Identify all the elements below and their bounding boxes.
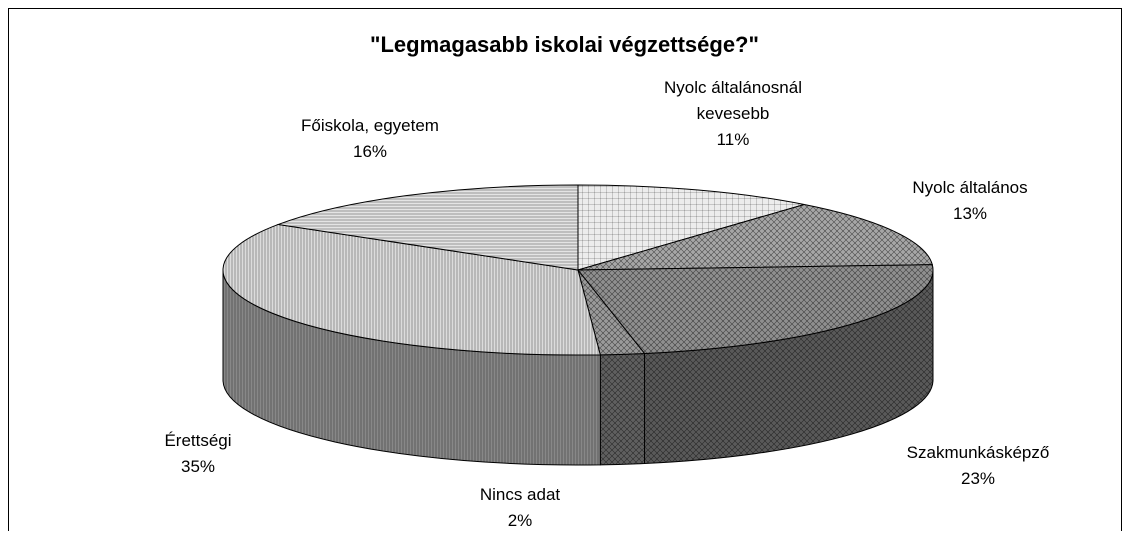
data-label: Érettségi 35% <box>118 428 278 480</box>
pie-slice <box>576 264 934 355</box>
label-name: Nyolc általánosnál kevesebb <box>664 78 802 123</box>
data-label: Nyolc általánosnál kevesebb 11% <box>633 75 833 153</box>
data-label: Szakmunkásképző 23% <box>868 440 1088 492</box>
label-value: 2% <box>507 511 533 530</box>
label-value: 16% <box>352 142 388 161</box>
data-label: Főiskola, egyetem 16% <box>260 113 480 165</box>
chart-title: "Legmagasabb iskolai végzettsége?" <box>370 32 759 57</box>
label-value: 11% <box>716 130 750 149</box>
data-label: Nyolc általános 13% <box>870 175 1070 227</box>
pie-slice <box>276 184 579 271</box>
label-value: 23% <box>960 469 996 488</box>
label-value: 35% <box>180 457 216 476</box>
label-name: Nyolc általános <box>912 178 1028 197</box>
pie-slice <box>577 203 933 271</box>
pie-side <box>599 352 646 466</box>
frame <box>8 8 1122 531</box>
label-value: 13% <box>952 204 988 223</box>
label-name: Érettségi <box>164 431 232 450</box>
label-name: Főiskola, egyetem <box>301 116 439 135</box>
pie-slice <box>222 223 601 356</box>
data-label: Nincs adat 2% <box>440 482 600 534</box>
label-name: Szakmunkásképző <box>906 443 1050 462</box>
label-name: Nincs adat <box>479 485 561 504</box>
pie-slice <box>577 184 805 271</box>
